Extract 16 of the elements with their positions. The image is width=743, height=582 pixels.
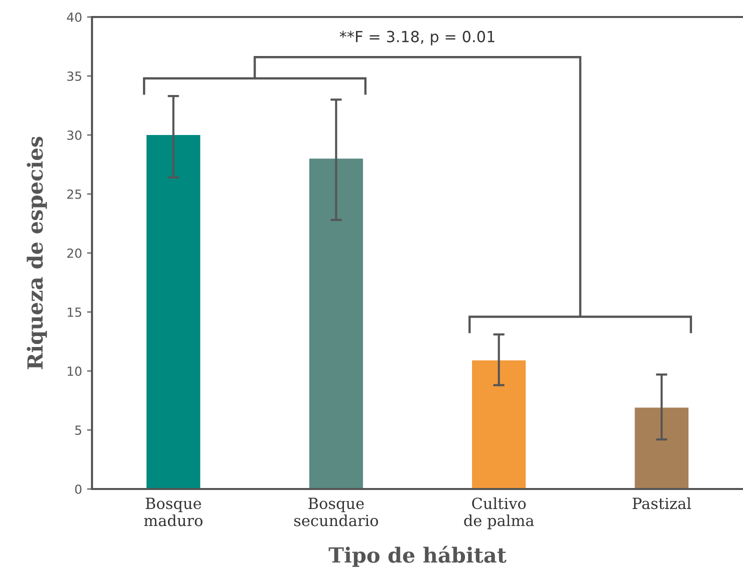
y-tick-label: 35 xyxy=(67,71,82,81)
y-tick-label: 10 xyxy=(68,366,82,376)
y-tick-label: 25 xyxy=(67,189,82,199)
y-tick-label: 20 xyxy=(67,248,82,258)
x-tick-label: Bosque secundario xyxy=(294,498,378,526)
y-tick-label: 0 xyxy=(75,484,82,494)
x-tick-label: Cultivo de palma xyxy=(464,497,534,530)
x-axis-title: Tipo de hábitat xyxy=(328,546,506,567)
x-tick-label: Bosque maduro xyxy=(144,498,202,526)
y-tick-label: 30 xyxy=(67,130,82,140)
x-tick-label: Pastizal xyxy=(632,497,691,510)
y-tick-label: 15 xyxy=(68,308,82,317)
y-tick-label: 40 xyxy=(66,12,82,22)
annotation: **F = 3.18, p = 0.01 xyxy=(340,30,494,46)
y-axis-title: Riqueza de especies xyxy=(26,136,47,370)
y-tick-label: 5 xyxy=(75,426,82,435)
